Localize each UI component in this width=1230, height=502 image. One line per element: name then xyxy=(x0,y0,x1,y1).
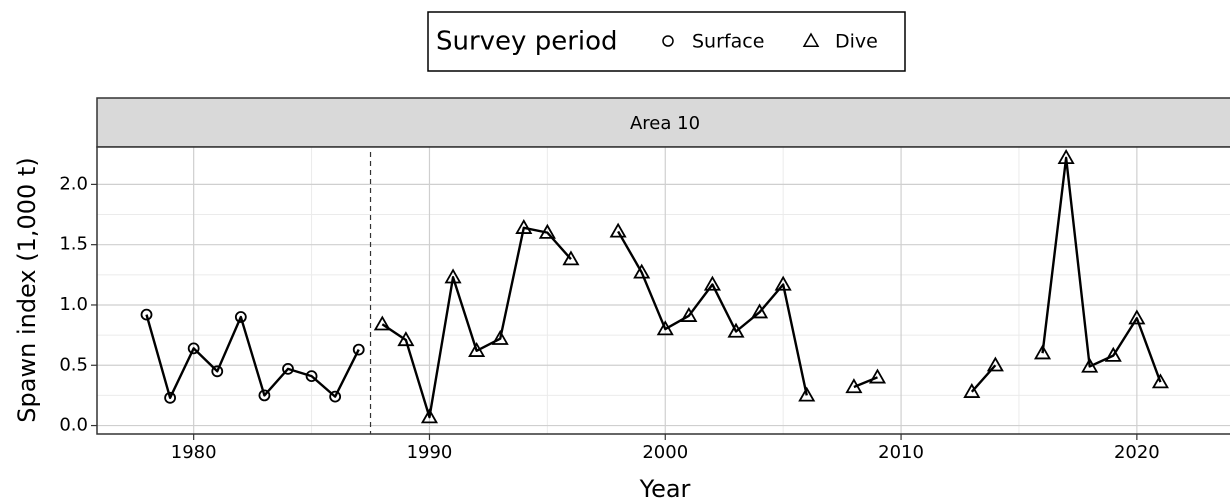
data-point xyxy=(751,303,769,319)
data-point xyxy=(444,268,462,284)
data-point xyxy=(282,362,294,375)
series-line xyxy=(381,156,1162,419)
y-tick-label: 1.0 xyxy=(59,294,88,315)
x-tick-label: 2020 xyxy=(1114,442,1160,463)
data-point xyxy=(562,250,580,266)
data-point xyxy=(164,391,176,404)
data-point xyxy=(491,329,509,345)
data-point xyxy=(352,343,365,356)
plot-border xyxy=(96,146,1230,435)
data-point xyxy=(140,308,153,321)
data-point xyxy=(468,341,486,357)
data-point xyxy=(1081,357,1099,373)
data-point xyxy=(727,322,745,338)
panel-title: Area 10 xyxy=(630,113,700,134)
x-tick-label: 1990 xyxy=(407,442,453,463)
legend-symbol xyxy=(802,32,820,47)
data-point xyxy=(1151,373,1169,389)
data-point xyxy=(420,408,439,424)
data-point xyxy=(329,390,342,403)
data-point xyxy=(986,356,1004,372)
data-point xyxy=(774,275,792,291)
data-point xyxy=(963,382,981,398)
legend-label: Surface xyxy=(692,31,764,53)
data-point xyxy=(680,307,698,322)
y-axis-title: Spawn index (1,000 t) xyxy=(13,157,41,422)
data-point xyxy=(1104,346,1122,362)
legend-title: Survey period xyxy=(436,27,618,57)
data-point xyxy=(1033,344,1052,360)
data-point xyxy=(798,386,816,402)
legend-label: Dive xyxy=(835,31,878,53)
x-tick-label: 2000 xyxy=(642,442,688,463)
series-line xyxy=(145,314,360,400)
data-point xyxy=(609,222,627,238)
data-point xyxy=(305,370,318,383)
data-point xyxy=(397,331,415,347)
data-point xyxy=(211,365,224,378)
data-point xyxy=(656,320,674,336)
data-point xyxy=(373,315,391,331)
data-point xyxy=(868,368,887,384)
data-point xyxy=(515,218,533,234)
x-tick-label: 2010 xyxy=(878,442,924,463)
panel-strip xyxy=(96,97,1230,148)
y-tick-label: 0.0 xyxy=(59,415,88,436)
data-point xyxy=(258,389,271,402)
legend-symbol xyxy=(662,35,674,47)
data-point xyxy=(703,275,721,291)
y-tick-label: 2.0 xyxy=(59,173,88,194)
y-tick-label: 0.5 xyxy=(59,354,88,375)
data-point xyxy=(187,342,200,355)
legend-box xyxy=(427,11,906,72)
data-point xyxy=(845,378,863,394)
plot-background xyxy=(97,147,1230,434)
data-point xyxy=(1057,149,1075,165)
y-tick-label: 1.5 xyxy=(59,234,88,255)
data-point xyxy=(633,263,651,279)
data-point xyxy=(538,223,556,239)
x-axis-title: Year xyxy=(639,475,691,502)
data-point xyxy=(234,311,247,323)
data-point xyxy=(1128,309,1146,325)
x-tick-label: 1980 xyxy=(171,442,217,463)
